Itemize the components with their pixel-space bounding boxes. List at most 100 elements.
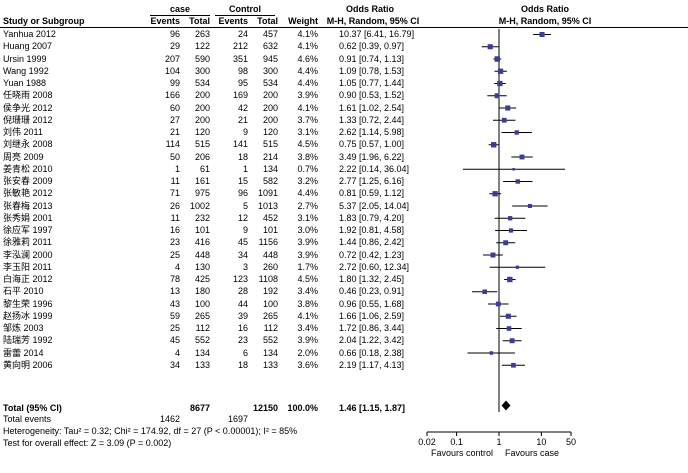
total1-value: 120 — [194, 127, 210, 137]
study-name: 陆瑞芳 1992 — [3, 335, 53, 346]
events1-value: 59 — [169, 310, 180, 321]
group2-underline — [215, 15, 275, 16]
weight-value: 3.0% — [297, 225, 318, 235]
total2-value: 200 — [262, 114, 278, 125]
or-ci-value: 1.05 [0.77, 1.44] — [339, 78, 405, 88]
events2-value: 45 — [237, 237, 248, 248]
or-ci-value: 1.61 [1.02, 2.54] — [339, 102, 405, 113]
total-events-e2: 1697 — [227, 414, 248, 424]
events2-value: 351 — [232, 53, 248, 64]
total2-value: 515 — [262, 139, 278, 150]
study-marker — [512, 167, 515, 171]
study-name: 张春梅 2013 — [3, 200, 53, 211]
events1-value: 34 — [169, 359, 180, 370]
total2-value: 632 — [262, 41, 278, 52]
or-ci-value: 0.75 [0.57, 1.00] — [339, 139, 405, 150]
total2-value: 112 — [263, 323, 278, 333]
weight-value: 2.7% — [297, 200, 318, 211]
events2-value: 141 — [232, 139, 248, 150]
study-name: 侯争光 2012 — [3, 102, 53, 113]
weight-value: 3.1% — [297, 127, 318, 137]
study-name: 白海正 2012 — [3, 274, 53, 284]
study-name: 张安春 2009 — [3, 176, 53, 186]
x-tick-label: 0.1 — [450, 437, 463, 447]
or-ci-value: 1.83 [0.79, 4.20] — [339, 212, 405, 223]
total1-value: 200 — [194, 102, 210, 113]
total2-value: 1091 — [257, 188, 278, 199]
study-name: 刘伟 2011 — [3, 127, 43, 137]
x-tick-label: 1 — [496, 437, 501, 447]
total1-value: 112 — [195, 323, 210, 333]
study-name: 石平 2010 — [3, 286, 44, 297]
study-name: 徐应军 1997 — [3, 225, 53, 235]
events2-value: 95 — [237, 78, 248, 88]
study-name: Huang 2007 — [3, 41, 53, 52]
total1-value: 300 — [194, 65, 210, 76]
or-ci-value: 2.04 [1.22, 3.42] — [339, 335, 405, 346]
events2-value: 39 — [237, 310, 248, 321]
weight-value: 3.8% — [297, 151, 318, 162]
study-marker — [482, 289, 487, 295]
overall-effect-text: Test for overall effect: Z = 3.09 (P = 0… — [3, 438, 172, 448]
study-marker — [539, 31, 545, 38]
study-name: 任晓雨 2008 — [3, 90, 53, 101]
study-marker — [505, 313, 511, 319]
study-name: Yanhua 2012 — [3, 29, 56, 39]
col-study: Study or Subgroup — [3, 16, 85, 26]
study-marker — [487, 44, 493, 50]
events2-value: 1 — [242, 163, 248, 174]
total1-value: 265 — [194, 310, 210, 321]
study-name: Ursin 1999 — [3, 53, 47, 64]
or-ci-value: 3.49 [1.96, 6.22] — [339, 151, 405, 162]
or-ci-value: 1.66 [1.06, 2.59] — [339, 310, 405, 321]
weight-value: 4.1% — [297, 310, 318, 321]
study-marker — [494, 93, 500, 99]
or-ci-value: 1.72 [0.86, 3.44] — [339, 323, 405, 333]
x-tick-label: 10 — [536, 437, 546, 447]
total2-value: 1156 — [258, 237, 278, 248]
total2-value: 1013 — [257, 200, 278, 211]
study-marker — [506, 326, 512, 331]
total2-value: 134 — [262, 347, 278, 358]
study-name: 黄向明 2006 — [3, 359, 53, 370]
study-name: 张秀娟 2001 — [3, 212, 53, 223]
total1-value: 425 — [194, 274, 210, 284]
or-ci-value: 1.80 [1.32, 2.45] — [339, 274, 405, 284]
events1-value: 11 — [170, 212, 180, 223]
or-title-left: Odds Ratio — [345, 4, 394, 14]
weight-value: 3.9% — [297, 90, 318, 101]
total2-value: 100 — [262, 298, 278, 309]
total1-value: 975 — [194, 188, 210, 199]
or-ci-value: 0.90 [0.53, 1.52] — [339, 90, 405, 101]
or-ci-value: 2.72 [0.60, 12.34] — [339, 261, 410, 272]
or-ci-value: 1.44 [0.86, 2.42] — [339, 237, 405, 248]
events2-value: 212 — [232, 41, 248, 52]
total1-value: 534 — [194, 78, 210, 88]
favours-control-label: Favours control — [431, 448, 493, 458]
study-marker — [495, 301, 501, 307]
total2-value: 192 — [262, 286, 278, 297]
total1-value: 416 — [194, 237, 210, 248]
total-diamond — [501, 400, 511, 411]
x-tick-label: 0.02 — [418, 437, 436, 447]
study-name: Wang 1992 — [3, 65, 49, 76]
col-events1: Events — [150, 16, 180, 26]
study-name: 张敏艳 2012 — [3, 188, 53, 199]
col-total2: Total — [257, 16, 278, 26]
total1-value: 122 — [194, 41, 210, 52]
events2-value: 42 — [237, 102, 248, 113]
or-ci-value: 0.81 [0.59, 1.12] — [339, 188, 405, 199]
events2-value: 18 — [237, 359, 248, 370]
total1-value: 180 — [194, 286, 210, 297]
events2-value: 3 — [242, 261, 248, 272]
total-t2: 12150 — [252, 403, 278, 413]
study-marker — [527, 203, 532, 209]
events2-value: 9 — [242, 127, 248, 137]
events2-value: 34 — [237, 249, 248, 260]
or-ci-value: 2.77 [1.25, 6.16] — [339, 176, 405, 186]
or-ci-value: 0.66 [0.18, 2.38] — [339, 347, 405, 358]
total1-value: 206 — [194, 151, 210, 162]
events2-value: 24 — [237, 29, 248, 39]
or-ci-value: 1.33 [0.72, 2.44] — [339, 114, 405, 125]
